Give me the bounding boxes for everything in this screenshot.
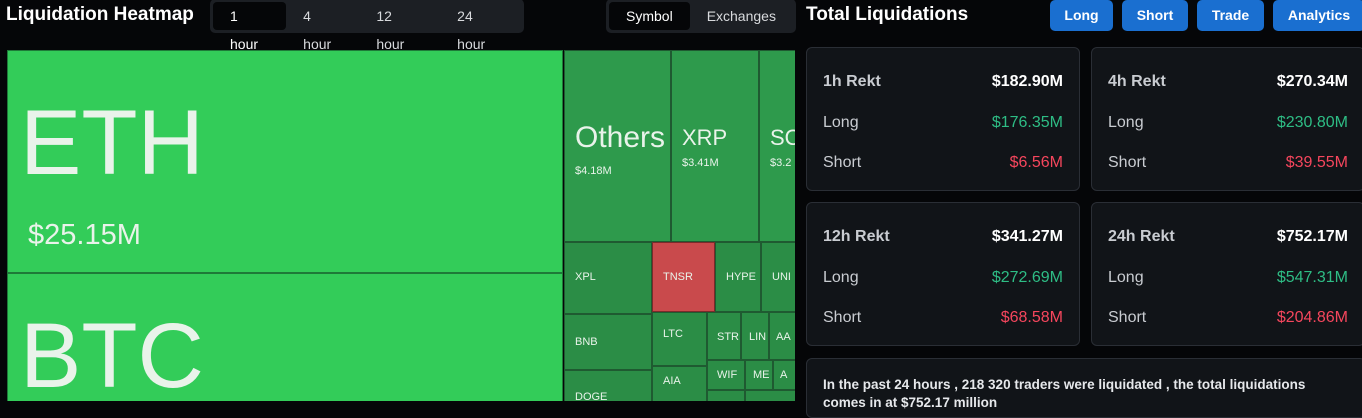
tile[interactable]: UNI xyxy=(761,242,795,312)
tile[interactable]: A xyxy=(773,360,795,390)
button[interactable]: Short xyxy=(1122,0,1188,31)
tile-symbol: TNSR xyxy=(663,271,693,283)
tile-value: $3.2 xyxy=(770,157,792,169)
row-label: Short xyxy=(1108,154,1147,171)
tile-symbol: LTC xyxy=(663,328,683,340)
tile[interactable]: BTC xyxy=(7,273,563,401)
tile-symbol: UNI xyxy=(772,271,791,283)
card-title: 4h Rekt xyxy=(1108,73,1166,90)
tile-symbol: LIN xyxy=(749,331,767,343)
tile[interactable]: AA xyxy=(769,312,795,360)
time-tabs: 1 hour 4 hour 12 hour 24 hour xyxy=(210,0,524,52)
card-title: 24h Rekt xyxy=(1108,228,1175,245)
tile-symbol: DOGE xyxy=(575,391,608,401)
tab[interactable]: 24 hour xyxy=(457,8,486,52)
tile[interactable]: ETH $25.15M xyxy=(7,50,563,273)
tile[interactable]: AIA xyxy=(652,366,707,401)
row-value: $39.55M xyxy=(1285,154,1348,171)
rekt-card: 4h Rekt $270.34M Long $230.80M Short $39.55M xyxy=(1091,47,1362,191)
tile-symbol: AIA xyxy=(663,375,681,387)
view-tabs: Symbol Exchanges xyxy=(606,0,796,33)
summary: In the past 24 hours , 218 320 traders w… xyxy=(806,358,1362,418)
tile-symbol: BNB xyxy=(575,336,598,348)
tile[interactable]: XPL xyxy=(564,242,652,314)
tile[interactable]: TNSR xyxy=(652,242,715,312)
row-value: $547.31M xyxy=(1276,269,1348,286)
card-total: $752.17M xyxy=(1276,228,1348,245)
tile[interactable]: SOL $3.2 xyxy=(759,50,795,242)
tile[interactable] xyxy=(707,390,745,401)
heatmap: ETH $25.15M BTC Others $4.18M XRP $3.41M… xyxy=(7,50,795,401)
tab[interactable]: Exchanges xyxy=(706,8,776,24)
row-label: Long xyxy=(823,269,859,286)
row-label: Long xyxy=(1108,269,1144,286)
row-value: $272.69M xyxy=(991,269,1063,286)
row-label: Short xyxy=(823,154,862,171)
tile-value: $4.18M xyxy=(575,165,612,177)
panel-title: Total Liquidations xyxy=(806,4,969,25)
row-label: Long xyxy=(1108,114,1144,131)
rekt-card: 24h Rekt $752.17M Long $547.31M Short $204.86… xyxy=(1091,202,1362,346)
button[interactable]: Long xyxy=(1050,0,1113,31)
tile[interactable]: XRP $3.41M xyxy=(671,50,759,242)
tile-symbol: WIF xyxy=(717,369,738,381)
page: Liquidation Heatmap 1 hour 4 hour 12 hou… xyxy=(6,0,1362,418)
tile[interactable]: LTC xyxy=(652,312,707,366)
tab[interactable]: 4 hour xyxy=(303,8,332,52)
row-value: $176.35M xyxy=(991,114,1063,131)
button[interactable]: Analytics xyxy=(1273,0,1362,31)
tile-symbol: A xyxy=(780,369,788,381)
card-total: $182.90M xyxy=(991,73,1063,90)
card-title: 1h Rekt xyxy=(823,73,881,90)
right-panel: Total Liquidations Long Short Trade Anal… xyxy=(797,0,1362,418)
card-title: 12h Rekt xyxy=(823,228,890,245)
button[interactable]: Trade xyxy=(1197,0,1264,31)
tile-symbol: ETH xyxy=(20,92,204,194)
tile[interactable]: LIN xyxy=(741,312,769,360)
tile[interactable]: Others $4.18M xyxy=(564,50,671,242)
tile[interactable]: WIF xyxy=(707,360,745,390)
tab[interactable]: Symbol xyxy=(609,2,690,30)
tile[interactable]: BNB xyxy=(564,314,652,370)
row-value: $6.56M xyxy=(1009,154,1063,171)
tile-symbol: XPL xyxy=(575,271,596,283)
tile-symbol: BTC xyxy=(20,305,204,401)
tile[interactable]: ME xyxy=(745,360,773,390)
tile-symbol: ME xyxy=(753,369,770,381)
row-label: Long xyxy=(823,114,859,131)
page-title: Liquidation Heatmap xyxy=(6,4,194,25)
tile-value: $25.15M xyxy=(28,219,141,251)
tile[interactable]: HYPE xyxy=(715,242,761,312)
card-total: $341.27M xyxy=(991,228,1063,245)
tile-symbol: XRP xyxy=(682,125,728,150)
tile[interactable]: DOGE xyxy=(564,370,652,401)
tile-value: $3.41M xyxy=(682,157,719,169)
tile[interactable] xyxy=(745,390,795,401)
tile-symbol: STR xyxy=(717,331,739,343)
tile-symbol: Others xyxy=(575,121,666,154)
row-label: Short xyxy=(1108,309,1147,326)
row-value: $230.80M xyxy=(1276,114,1348,131)
tile-symbol: SOL xyxy=(770,125,795,150)
tile-symbol: HYPE xyxy=(726,271,756,283)
row-value: $204.86M xyxy=(1276,309,1348,326)
row-label: Short xyxy=(823,309,862,326)
tab[interactable]: 12 hour xyxy=(376,8,405,52)
tab[interactable]: 1 hour xyxy=(213,2,287,52)
rekt-card: 1h Rekt $182.90M Long $176.35M Short $6.56M xyxy=(806,47,1080,191)
tile[interactable]: STR xyxy=(707,312,741,360)
row-value: $68.58M xyxy=(1000,309,1063,326)
rekt-card: 12h Rekt $341.27M Long $272.69M Short $68.58M xyxy=(806,202,1080,346)
tile-symbol: AA xyxy=(776,331,791,343)
card-total: $270.34M xyxy=(1276,73,1348,90)
